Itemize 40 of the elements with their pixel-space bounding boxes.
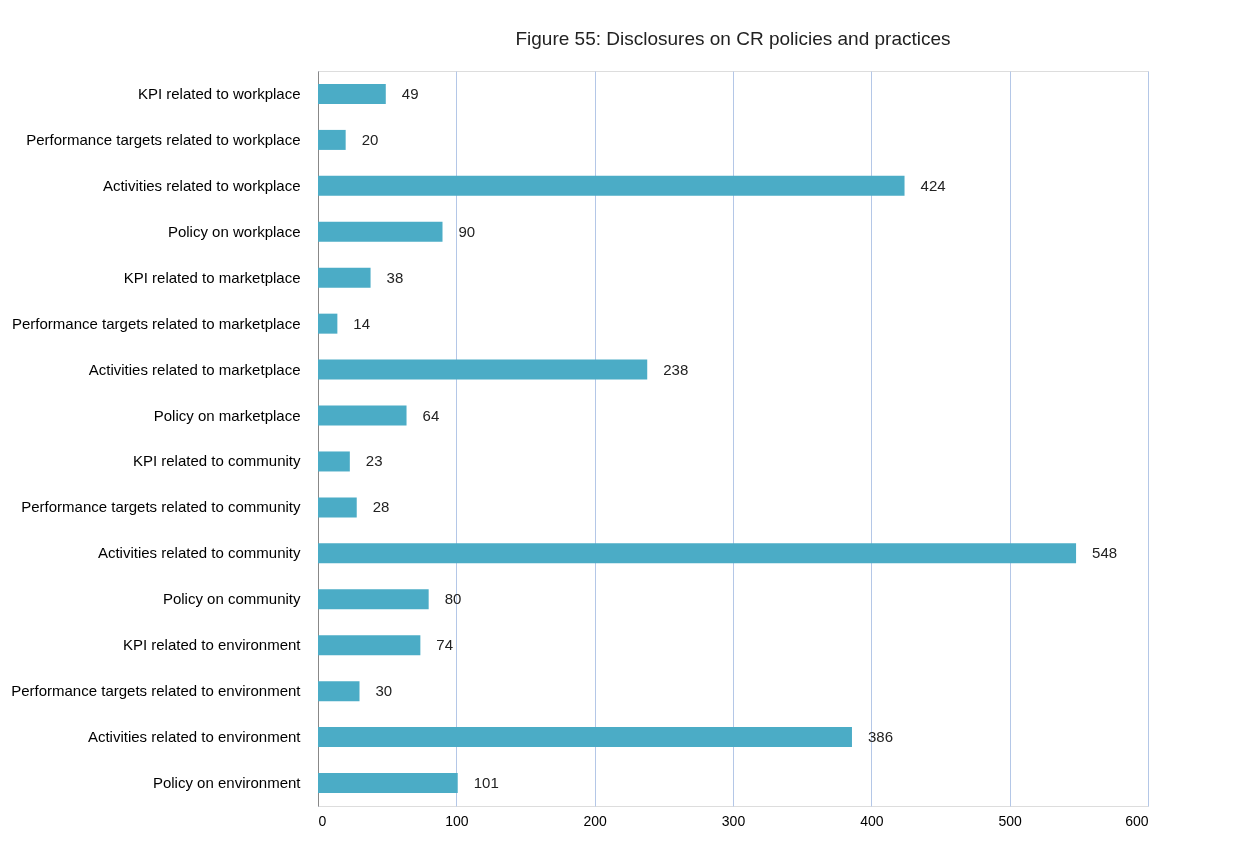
data-label: 14 (353, 314, 371, 332)
data-label: 424 (920, 176, 946, 194)
data-label: 28 (372, 498, 390, 516)
y-tick-label: Activities related to community (97, 544, 301, 562)
chart-title: Figure 55: Disclosures on CR policies and practices (515, 28, 951, 49)
y-tick-label: Policy on environment (152, 774, 302, 792)
y-tick-label: Policy on marketplace (153, 406, 301, 424)
x-tick-label: 500 (998, 812, 1023, 829)
data-label: 101 (473, 774, 499, 792)
y-tick-label: Activities related to workplace (102, 176, 301, 194)
y-tick-label: KPI related to marketplace (123, 268, 301, 286)
x-tick-label: 0 (318, 812, 327, 829)
data-label: 90 (458, 222, 476, 240)
y-tick-label: KPI related to environment (122, 636, 302, 654)
data-label: 386 (867, 728, 893, 746)
y-tick-label: Performance targets related to community (21, 498, 301, 516)
data-label: 38 (386, 268, 404, 286)
y-tick-label: Policy on community (162, 590, 301, 608)
data-label: 548 (1092, 544, 1118, 562)
x-tick-label: 600 (1125, 812, 1149, 829)
data-label: 64 (422, 406, 440, 424)
x-tick-label: 400 (860, 812, 884, 829)
y-tick-label: Policy on workplace (167, 222, 301, 240)
x-tick-label: 300 (721, 812, 746, 829)
y-tick-label: Performance targets related to workplace (26, 130, 301, 148)
y-tick-label: Performance targets related to marketplace (12, 314, 301, 332)
data-label: 74 (436, 636, 454, 654)
y-tick-label: Activities related to environment (87, 728, 302, 746)
data-label: 30 (375, 682, 393, 700)
data-label: 23 (365, 452, 383, 470)
y-tick-label: KPI related to community (132, 452, 301, 470)
data-label: 238 (663, 360, 689, 378)
x-tick-label: 200 (583, 812, 608, 829)
y-tick-label: Performance targets related to environment (11, 682, 302, 700)
x-tick-label: 100 (445, 812, 469, 829)
data-label: 20 (361, 130, 379, 148)
data-label: 80 (444, 590, 462, 608)
data-label: 49 (401, 84, 419, 102)
y-tick-label: Activities related to marketplace (88, 360, 301, 378)
y-tick-label: KPI related to workplace (137, 84, 301, 102)
